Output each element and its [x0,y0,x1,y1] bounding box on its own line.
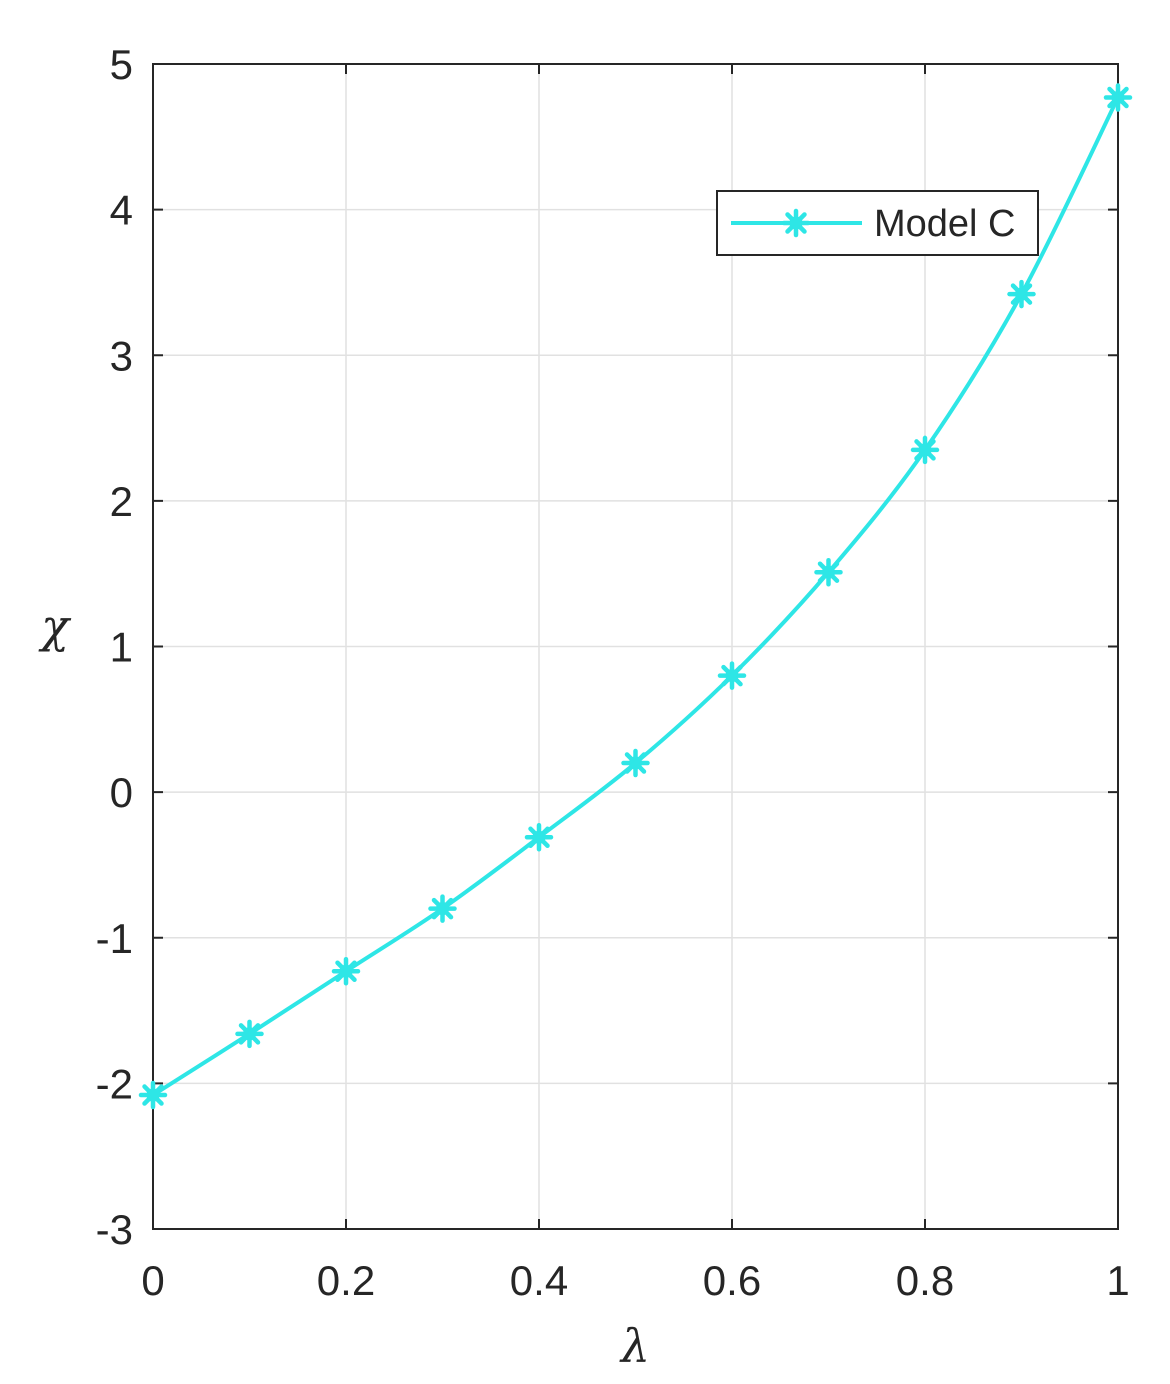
marker-stroke [335,960,357,982]
legend-entry-label: Model C [874,203,1016,245]
y-tick-label: -3 [96,1206,133,1253]
marker-stroke [624,752,647,774]
y-tick-label: 1 [110,624,133,671]
data-point-marker [910,435,940,465]
data-point-marker [524,823,554,852]
y-tick-label: 3 [110,332,133,379]
series-line-model-c [151,96,1120,1097]
data-point-marker [814,557,843,587]
legend: Model C [716,190,1039,256]
marker-stroke [528,826,550,849]
marker-stroke [238,1023,261,1045]
series-layer [138,83,1133,1110]
x-tick-label: 0.8 [896,1257,954,1304]
y-tick-label: 5 [110,41,133,88]
y-tick-label: -2 [96,1060,133,1107]
x-tick-label: 0.6 [703,1257,761,1304]
legend-marker-asterisk-icon [781,208,811,238]
marker-stroke [914,439,936,461]
data-point-marker [1103,83,1133,112]
x-axis-label: λ [619,1319,650,1373]
data-point-marker [1007,279,1036,309]
legend-marker [781,208,811,238]
data-point-marker [331,956,361,986]
x-tick-label: 0.2 [317,1257,375,1304]
marker-stroke [721,664,743,687]
marker-stroke [142,1084,164,1106]
data-point-marker [717,661,747,690]
y-tick-label: 2 [110,478,133,525]
data-point-marker [138,1080,168,1110]
marker-stroke [1010,283,1033,305]
x-tick-label: 1 [1106,1257,1129,1304]
y-tick-label: 4 [110,187,133,234]
marker-stroke [785,212,807,234]
data-point-marker [621,748,650,778]
y-axis-label: χ [38,599,72,653]
marker-stroke [431,897,454,920]
marker-stroke [817,561,840,583]
y-tick-label: -1 [96,915,133,962]
x-tick-label: 0.4 [510,1257,568,1304]
data-point-marker [235,1019,264,1049]
axis-ticks [152,63,1119,1230]
x-tick-label: 0 [141,1257,164,1304]
y-tick-label: 0 [110,769,133,816]
x-tick-labels: 0 0.2 0.4 0.6 0.8 1 [141,1257,1129,1304]
data-point-marker [428,894,457,923]
y-tick-labels: -3 -2 -1 0 1 2 3 4 5 [96,41,133,1253]
marker-stroke [1107,86,1129,109]
